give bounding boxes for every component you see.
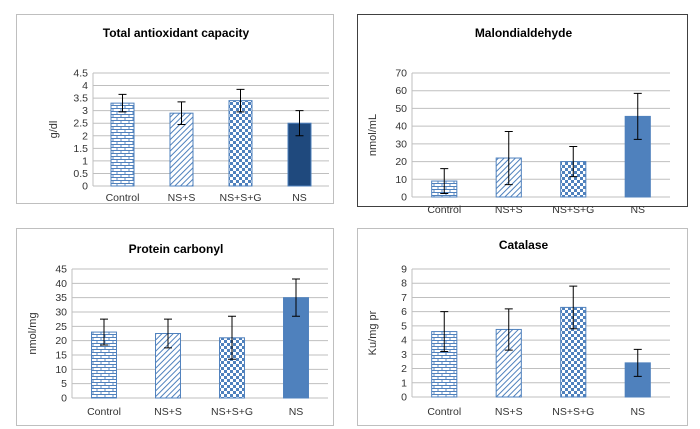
y-tick-label: 1 [82, 155, 88, 167]
x-tick-label: Control [87, 406, 121, 418]
y-tick-label: 15 [55, 350, 67, 362]
error-bar-ns [633, 92, 642, 140]
chart-title: Protein carbonyl [129, 242, 224, 256]
error-bar-ns [633, 348, 642, 377]
y-tick-label: 45 [55, 264, 67, 276]
error-bar-ns [295, 110, 304, 137]
y-tick-label: 0 [401, 192, 407, 204]
y-tick-label: 60 [395, 85, 407, 97]
bar-ns-s [155, 333, 181, 399]
error-bar-ns-s [164, 318, 172, 349]
chart-svg-total-antioxidant-capacity: Total antioxidant capacity 00.511.522.533… [48, 26, 329, 204]
x-tick-label: NS [630, 406, 645, 418]
error-bar-control [118, 93, 127, 113]
chart-panel-malondialdehyde: Malondialdehyde 0 10 20 30 40 50 60 70 nmol/mL Con… [357, 14, 688, 216]
y-tick-label: 20 [55, 335, 67, 347]
y-tick-label: 25 [55, 321, 67, 333]
y-tick-label: 5 [401, 320, 407, 332]
y-tick-label: 8 [401, 278, 407, 290]
chart-panel-total-antioxidant-capacity: Total antioxidant capacity 0 0.5 1 1.5 2 2.5 3 3… [16, 14, 334, 204]
bar-ns-s-g [228, 100, 253, 187]
error-bar-control [440, 168, 449, 194]
x-tick-label: NS+S [154, 406, 182, 418]
y-tick-label: 20 [395, 156, 407, 168]
x-tick-label: NS [289, 406, 304, 418]
y-tick-label: 3.5 [73, 93, 88, 105]
error-bar-ns-s-g [236, 88, 245, 113]
chart-title: Total antioxidant capacity [103, 26, 250, 40]
chart-title: Malondialdehyde [475, 26, 573, 40]
y-tick-label: 30 [55, 307, 67, 319]
chart-panel-protein-carbonyl: Protein carbonyl 0 5 10 15 20 25 30 35 40 45 nmol/m… [16, 228, 334, 426]
y-tick-label: 30 [395, 138, 407, 150]
x-tick-label: NS+S+G [552, 406, 594, 418]
y-axis-label: nmol/mg [27, 312, 39, 354]
y-tick-label: 10 [55, 364, 67, 376]
y-tick-label: 70 [395, 68, 407, 80]
chart-panel-catalase: Catalase 0 1 2 3 4 5 6 7 8 9 Ku/mg pr Control NS+S NS+… [357, 228, 688, 426]
error-bar-control [100, 318, 108, 346]
chart-svg-catalase: Catalase 0 1 2 3 4 5 6 7 8 9 Ku/mg pr Control NS+S NS+… [367, 238, 670, 418]
y-tick-label: 4 [401, 335, 407, 347]
x-tick-label: NS+S [168, 192, 196, 204]
y-tick-label: 40 [395, 121, 407, 133]
y-tick-label: 9 [401, 264, 407, 276]
x-tick-label: Control [427, 204, 461, 216]
y-tick-label: 2 [82, 130, 88, 142]
error-bar-ns-s [504, 308, 513, 351]
y-tick-label: 4 [82, 80, 88, 92]
x-tick-label: Control [106, 192, 140, 204]
y-tick-label: 3 [401, 349, 407, 361]
y-tick-label: 40 [55, 278, 67, 290]
x-tick-label: NS+S [495, 204, 523, 216]
y-tick-label: 4.5 [73, 68, 88, 80]
y-tick-label: 2.5 [73, 118, 88, 130]
y-axis-label: nmol/mL [367, 114, 379, 156]
error-bar-control [440, 311, 449, 352]
x-tick-label: NS [630, 204, 645, 216]
y-tick-label: 0.5 [73, 168, 88, 180]
y-tick-label: 0 [61, 393, 67, 405]
error-bar-ns-s-g [569, 285, 578, 330]
error-bar-ns [292, 278, 300, 317]
y-tick-label: 1 [401, 377, 407, 389]
error-bar-ns-s [504, 130, 513, 186]
x-tick-label: NS+S+G [552, 204, 594, 216]
y-tick-label: 0 [82, 181, 88, 193]
y-tick-label: 5 [61, 378, 67, 390]
error-bar-ns-s-g [228, 315, 236, 360]
x-tick-label: Control [427, 406, 461, 418]
x-tick-label: NS+S [495, 406, 523, 418]
y-tick-label: 50 [395, 103, 407, 115]
chart-svg-malondialdehyde: Malondialdehyde 0 10 20 30 40 50 60 70 nmol/mL Con… [367, 26, 670, 216]
y-tick-label: 3 [82, 105, 88, 117]
y-tick-label: 10 [395, 174, 407, 186]
error-bar-ns-s [177, 101, 186, 125]
y-tick-label: 1.5 [73, 143, 88, 155]
y-tick-label: 35 [55, 292, 67, 304]
y-axis-label: Ku/mg pr [367, 310, 379, 355]
y-tick-label: 0 [401, 392, 407, 404]
y-tick-label: 7 [401, 292, 407, 304]
x-tick-label: NS [292, 192, 307, 204]
y-axis-label: g/dl [48, 121, 60, 139]
x-tick-label: NS+S+G [219, 192, 261, 204]
y-tick-label: 6 [401, 306, 407, 318]
error-bar-ns-s-g [569, 146, 578, 178]
x-tick-label: NS+S+G [211, 406, 253, 418]
bar-control [110, 102, 135, 187]
y-tick-label: 2 [401, 363, 407, 375]
chart-title: Catalase [499, 238, 549, 252]
chart-svg-protein-carbonyl: Protein carbonyl 0 5 10 15 20 25 30 35 40 45 nmol/m… [27, 242, 328, 418]
